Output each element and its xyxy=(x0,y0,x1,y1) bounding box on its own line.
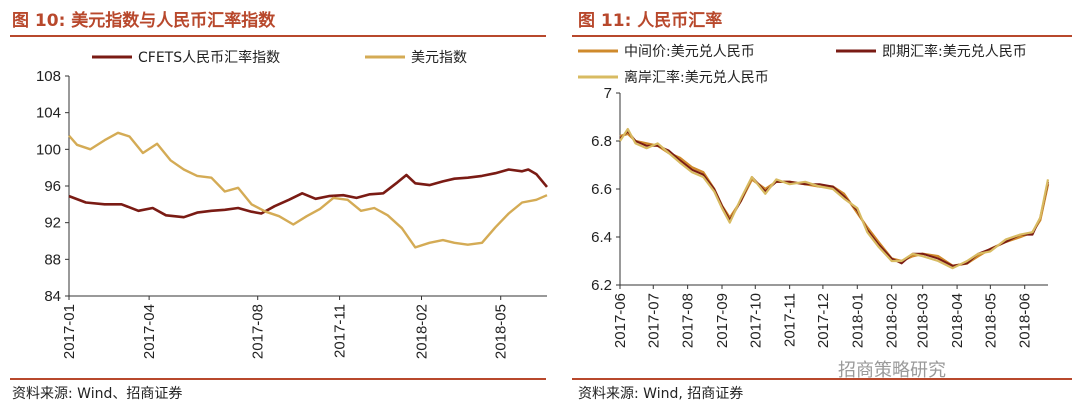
y-tick-label: 6.6 xyxy=(591,181,612,198)
x-tick-label: 2017-10 xyxy=(747,293,764,348)
x-tick-label: 2017-12 xyxy=(815,293,832,348)
y-tick-label: 88 xyxy=(44,251,61,268)
y-tick-label: 84 xyxy=(44,288,61,305)
x-tick-label: 2018-02 xyxy=(884,293,901,348)
series-line xyxy=(68,131,548,249)
x-tick-label: 2018-03 xyxy=(915,293,932,348)
left-title-rule xyxy=(10,35,546,37)
left-chart-panel: 图 10: 美元指数与人民币汇率指数 84 88 92 96 100 104 108 2017… xyxy=(10,11,548,402)
y-tick-label: 108 xyxy=(36,68,61,85)
x-tick-label: 2018-05 xyxy=(982,293,999,348)
x-tick-label: 2018-05 xyxy=(493,304,510,359)
x-tick-label: 2017-01 xyxy=(61,304,78,359)
y-tick-label: 92 xyxy=(44,215,61,232)
left-chart-svg: 84 88 92 96 100 104 108 2017-01 2017-04 2017-08 20… xyxy=(36,49,548,359)
y-tick-label: 104 xyxy=(36,105,61,122)
x-tick-label: 2018-02 xyxy=(413,304,430,359)
x-tick-label: 2017-08 xyxy=(250,304,267,359)
x-tick-label: 2017-11 xyxy=(782,293,799,347)
y-tick-label: 96 xyxy=(44,178,61,195)
series-line xyxy=(619,132,1050,267)
x-tick-label: 2018-04 xyxy=(949,293,966,348)
y-tick-label: 6.8 xyxy=(591,133,612,150)
y-tick-label: 100 xyxy=(36,141,61,158)
left-chart-source: 资料来源: Wind、招商证券 xyxy=(12,386,183,402)
left-chart-title: 图 10: 美元指数与人民币汇率指数 xyxy=(12,11,276,31)
y-tick-label: 6.4 xyxy=(591,229,612,246)
legend-label: 美元指数 xyxy=(411,50,467,66)
left-footer-rule xyxy=(10,378,546,380)
x-tick-label: 2017-11 xyxy=(332,304,349,358)
legend-label: CFETS人民币汇率指数 xyxy=(138,49,280,66)
right-chart-svg: 6.2 6.4 6.6 6.8 7 2017-06 2017-07 2017-08 2017-0… xyxy=(578,43,1050,348)
x-tick-label: 2017-07 xyxy=(645,293,662,348)
right-chart-source: 资料来源: Wind, 招商证券 xyxy=(578,386,744,402)
x-tick-label: 2017-09 xyxy=(714,293,731,348)
x-tick-label: 2017-08 xyxy=(680,293,697,348)
series-line xyxy=(619,130,1049,267)
legend-label: 即期汇率:美元兑人民币 xyxy=(882,43,1027,60)
legend-label: 离岸汇率:美元兑人民币 xyxy=(624,69,769,86)
series-line xyxy=(619,127,1050,270)
right-chart-panel: 图 11: 人民币汇率 6.2 6.4 6.6 6.8 7 2017-06 2017-07 2… xyxy=(566,0,1080,418)
watermark: 招商策略研究 xyxy=(838,360,946,381)
right-chart-title: 图 11: 人民币汇率 xyxy=(578,11,723,31)
right-footer-rule xyxy=(572,378,1072,380)
x-tick-label: 2018-06 xyxy=(1017,293,1034,348)
x-tick-label: 2018-01 xyxy=(849,293,866,348)
legend-label: 中间价:美元兑人民币 xyxy=(624,44,755,60)
right-title-rule xyxy=(572,35,1072,37)
y-tick-label: 6.2 xyxy=(591,277,612,294)
y-tick-label: 7 xyxy=(604,85,612,102)
series-line xyxy=(68,168,548,219)
x-tick-label: 2017-04 xyxy=(141,304,158,359)
x-tick-label: 2017-06 xyxy=(612,293,629,348)
